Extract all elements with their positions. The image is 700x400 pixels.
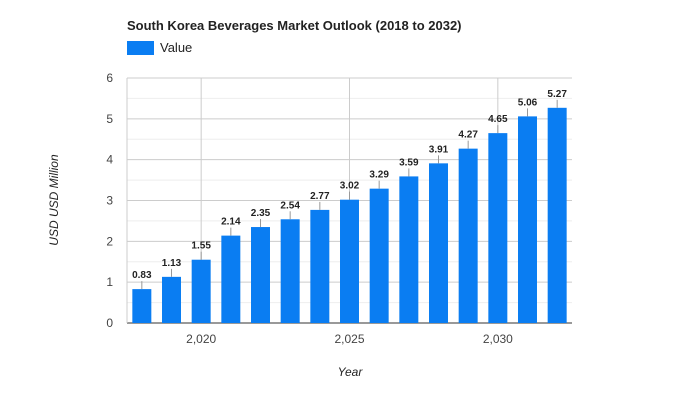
legend-label: Value [160,40,193,55]
bar [251,227,270,323]
bar [458,148,478,323]
data-label: 5.27 [547,89,567,100]
data-label: 2.77 [310,191,330,202]
bar [547,107,567,323]
data-label: 3.91 [429,144,449,155]
bars [132,107,567,323]
data-label: 3.29 [369,170,389,181]
bar [488,133,508,323]
bar [132,289,152,323]
bar [191,259,211,323]
y-tick-label: 1 [106,275,113,289]
x-tick-label: 2,020 [186,332,216,346]
x-tick-label: 2,025 [334,332,364,346]
chart-title: South Korea Beverages Market Outlook (20… [127,18,462,33]
axes: 0 1 2 3 4 5 6 2,020 2,025 2,030 [106,71,513,346]
x-axis-title: Year [338,365,364,379]
y-tick-label: 0 [106,316,113,330]
data-label: 0.83 [132,270,152,281]
data-label: 2.35 [251,208,271,219]
bar [429,163,448,323]
y-tick-label: 3 [106,194,113,208]
bar [162,276,181,323]
data-label: 2.54 [280,200,300,211]
y-axis-title: USD USD Million [47,154,61,246]
y-tick-label: 2 [106,234,113,248]
bar [369,188,389,323]
bar [340,199,359,323]
bar [518,116,537,323]
bar [221,235,241,323]
y-tick-label: 6 [106,71,113,85]
data-label: 1.55 [191,241,211,252]
y-tick-label: 4 [106,153,113,167]
bar [310,209,330,323]
bar [399,176,419,323]
data-labels: 0.83 1.13 1.55 2.14 2.35 2.54 2.77 3.02 3.29 3.59… [132,89,567,290]
data-label: 2.14 [221,217,241,228]
data-label: 4.65 [488,114,508,125]
data-label: 1.13 [162,258,182,269]
bar [280,219,300,323]
data-label: 4.27 [458,130,478,141]
data-label: 5.06 [518,97,538,108]
x-tick-label: 2,030 [483,332,513,346]
data-label: 3.59 [399,157,419,168]
y-tick-label: 5 [106,112,113,126]
legend: Value [127,40,192,55]
legend-swatch [127,40,154,55]
data-label: 3.02 [340,181,360,192]
